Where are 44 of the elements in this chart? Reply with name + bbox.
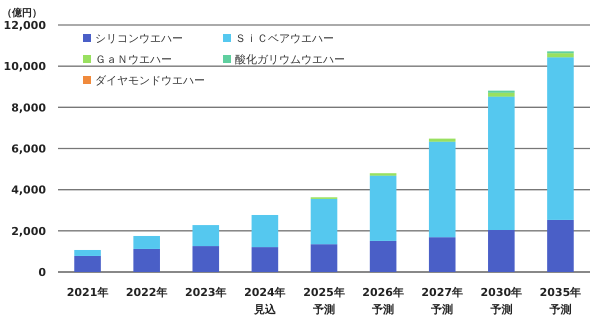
bar <box>74 250 101 256</box>
x-tick-label: 2024年見込 <box>244 286 286 316</box>
bar <box>370 173 396 176</box>
bar <box>133 236 160 249</box>
bar <box>192 246 220 272</box>
x-tick-label: 2023年 <box>184 286 227 299</box>
legend-label: ＧａＮウエハー <box>95 53 172 66</box>
bar <box>547 57 574 220</box>
bar <box>428 138 456 142</box>
bar <box>547 53 574 58</box>
bar <box>428 237 456 272</box>
bar <box>488 96 515 230</box>
bar <box>310 244 338 272</box>
bar <box>310 198 338 244</box>
legend-label: ダイヤモンドウエハー <box>95 74 205 87</box>
bar <box>428 142 456 238</box>
bar <box>488 92 515 97</box>
bar <box>252 247 278 272</box>
x-tick-label: 2022年 <box>126 286 168 299</box>
bar <box>252 214 278 248</box>
legend-label: 酸化ガリウムウエハー <box>235 53 345 66</box>
x-tick-label: 2035年予測 <box>540 286 582 316</box>
y-tick-label: 12,000 <box>4 19 46 32</box>
x-tick-label: 2027年予測 <box>421 286 464 316</box>
legend-label: ＳｉＣベアウエハー <box>235 32 334 45</box>
y-axis-title: （億円） <box>2 7 42 19</box>
x-tick-label: 2030年予測 <box>480 286 522 316</box>
y-tick-label: 6,000 <box>11 142 46 156</box>
y-tick-label: 2,000 <box>11 224 46 238</box>
x-tick-label: 2026年予測 <box>362 286 404 316</box>
bar <box>74 256 101 272</box>
y-tick-label: 4,000 <box>11 184 46 197</box>
bar <box>133 248 160 272</box>
bar <box>370 240 396 272</box>
x-tick-label: 2025年予測 <box>303 286 345 316</box>
y-tick-label: 8,000 <box>11 101 46 114</box>
x-tick-label: 2021年 <box>66 286 108 299</box>
bar <box>488 230 515 272</box>
y-tick-label: 0 <box>38 266 46 279</box>
bar <box>547 220 574 272</box>
legend-label: シリコンウエハー <box>95 32 183 45</box>
bar <box>192 225 220 246</box>
y-tick-label: 10,000 <box>4 60 46 74</box>
bar <box>370 176 396 241</box>
